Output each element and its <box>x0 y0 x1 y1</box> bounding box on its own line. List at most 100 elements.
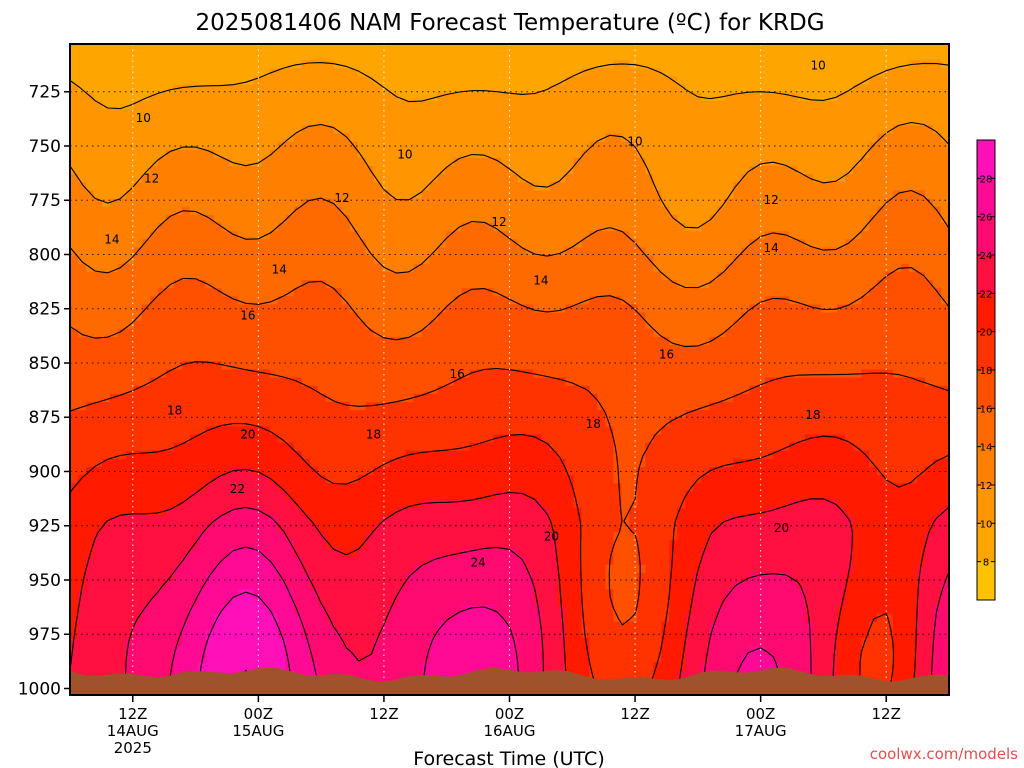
temperature-cell <box>581 68 591 78</box>
temperature-cell <box>621 288 630 297</box>
temperature-cell <box>165 166 175 175</box>
temperature-cell <box>901 247 910 257</box>
temperature-cell <box>517 149 527 159</box>
temperature-cell <box>125 84 135 94</box>
temperature-cell <box>165 247 175 257</box>
temperature-cell <box>357 125 367 135</box>
temperature-cell <box>405 304 415 314</box>
temperature-cell <box>917 44 926 53</box>
temperature-cell <box>597 223 606 232</box>
temperature-cell <box>861 393 870 403</box>
temperature-cell <box>429 271 439 281</box>
temperature-cell <box>645 68 654 78</box>
temperature-cell <box>725 231 734 240</box>
temperature-cell <box>901 214 910 224</box>
temperature-cell <box>309 190 319 200</box>
temperature-cell <box>413 361 423 371</box>
temperature-cell <box>445 198 455 208</box>
temperature-cell <box>325 84 335 94</box>
temperature-cell <box>429 44 439 53</box>
temperature-cell <box>693 190 702 200</box>
temperature-cell <box>741 92 750 102</box>
temperature-cell <box>917 133 926 143</box>
temperature-cell <box>285 166 295 175</box>
temperature-cell <box>773 312 782 322</box>
temperature-cell <box>205 328 215 338</box>
temperature-cell <box>253 385 263 395</box>
temperature-cell <box>837 312 846 322</box>
temperature-cell <box>277 271 287 281</box>
temperature-cell <box>533 92 543 102</box>
temperature-cell <box>909 402 918 411</box>
temperature-cell <box>541 353 551 362</box>
temperature-cell <box>661 288 670 297</box>
temperature-cell <box>501 353 511 362</box>
temperature-cell <box>173 255 183 265</box>
temperature-cell <box>477 68 487 78</box>
temperature-cell <box>77 239 87 249</box>
temperature-cell <box>541 190 551 200</box>
temperature-cell <box>325 263 335 273</box>
temperature-cell <box>469 385 479 395</box>
temperature-cell <box>341 52 351 61</box>
temperature-cell <box>221 263 231 273</box>
temperature-cell <box>373 52 383 61</box>
temperature-cell <box>397 288 407 297</box>
temperature-cell <box>189 149 199 159</box>
temperature-cell <box>837 60 846 70</box>
temperature-cell <box>765 190 774 200</box>
temperature-cell <box>245 141 255 151</box>
temperature-cell <box>269 100 279 110</box>
temperature-cell <box>213 44 223 53</box>
temperature-cell <box>525 296 535 305</box>
temperature-cell <box>573 312 583 322</box>
temperature-cell <box>389 206 399 216</box>
temperature-cell <box>517 198 527 208</box>
temperature-cell <box>837 255 846 265</box>
temperature-cell <box>629 125 638 135</box>
temperature-cell <box>181 320 191 330</box>
temperature-cell <box>125 304 135 314</box>
temperature-cell <box>333 255 343 265</box>
temperature-cell <box>309 247 319 257</box>
temperature-cell <box>829 288 838 297</box>
temperature-cell <box>197 133 207 143</box>
temperature-cell <box>397 377 407 387</box>
temperature-cell <box>397 68 407 78</box>
temperature-cell <box>629 182 638 192</box>
temperature-cell <box>709 76 718 86</box>
temperature-cell <box>893 255 902 265</box>
temperature-cell <box>437 312 447 322</box>
temperature-cell <box>301 288 311 297</box>
temperature-cell <box>453 255 463 265</box>
temperature-cell <box>813 353 822 362</box>
temperature-cell <box>261 125 271 135</box>
temperature-cell <box>133 198 143 208</box>
temperature-cell <box>333 109 343 118</box>
temperature-cell <box>421 92 431 102</box>
temperature-cell <box>725 52 734 61</box>
temperature-cell <box>70 206 79 216</box>
temperature-cell <box>277 304 287 314</box>
temperature-cell <box>245 100 255 110</box>
temperature-cell <box>749 182 758 192</box>
temperature-cell <box>101 271 111 281</box>
temperature-cell <box>229 410 239 419</box>
temperature-cell <box>525 223 535 232</box>
temperature-cell <box>221 377 231 387</box>
temperature-cell <box>605 353 614 362</box>
temperature-cell <box>757 345 766 354</box>
temperature-cell <box>685 279 694 289</box>
temperature-cell <box>453 223 463 232</box>
temperature-cell <box>413 393 423 403</box>
temperature-cell <box>437 100 447 110</box>
temperature-cell <box>189 182 199 192</box>
temperature-cell <box>437 328 447 338</box>
temperature-cell <box>629 288 638 297</box>
temperature-cell <box>229 52 239 61</box>
temperature-cell <box>357 149 367 159</box>
temperature-cell <box>469 336 479 346</box>
temperature-cell <box>797 361 806 371</box>
temperature-cell <box>765 100 774 110</box>
temperature-cell <box>661 263 670 273</box>
